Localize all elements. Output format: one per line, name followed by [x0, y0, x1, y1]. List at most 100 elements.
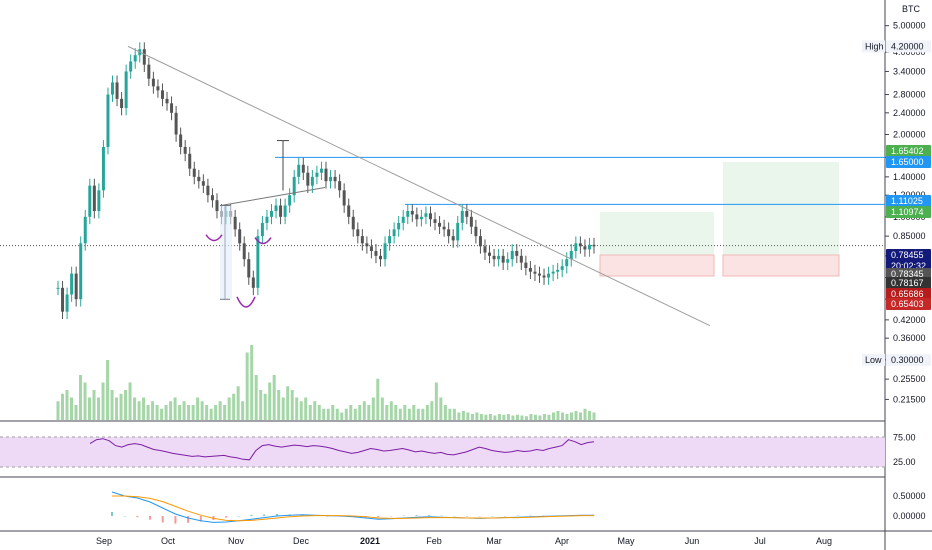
- volume-bar: [457, 412, 461, 420]
- position-2-stop-zone[interactable]: [722, 254, 840, 277]
- price-marker: 0.78455: [886, 249, 931, 261]
- candle-body: [301, 164, 305, 173]
- candle-body: [192, 168, 196, 177]
- price-tick-label: 5.00000: [893, 21, 926, 31]
- volume-bar: [277, 390, 281, 420]
- head-shoulder-arc-left: [205, 234, 223, 242]
- macd-histogram-bar: [250, 514, 253, 516]
- time-axis-label: Feb: [426, 536, 442, 546]
- volume-bar: [565, 414, 569, 420]
- volume-bar: [448, 408, 452, 420]
- volume-bar: [187, 405, 191, 420]
- volume-bar: [488, 414, 492, 420]
- volume-bar: [146, 405, 150, 420]
- time-axis-label: 2021: [360, 536, 380, 546]
- volume-bars: [56, 345, 596, 420]
- horizontal-levels[interactable]: [0, 156, 885, 247]
- volume-bar: [182, 401, 186, 420]
- volume-bar: [250, 345, 254, 420]
- measure-box: [220, 205, 232, 300]
- candle-body: [106, 94, 110, 148]
- position-2-target-zone[interactable]: [723, 162, 839, 255]
- volume-bar: [331, 405, 335, 420]
- candle-body: [492, 255, 496, 260]
- candle-body: [374, 250, 378, 256]
- volume-bar: [538, 415, 542, 420]
- candle-body: [415, 214, 419, 220]
- price-marker-bg: [886, 288, 931, 300]
- candle-body: [419, 216, 423, 220]
- price-tick-label: 2.80000: [893, 90, 926, 100]
- volume-bar: [142, 397, 146, 420]
- candle-body: [338, 181, 342, 191]
- candle-body: [324, 168, 328, 182]
- candle-body: [551, 271, 555, 274]
- candle-body: [65, 294, 69, 312]
- macd-histogram-bar: [187, 516, 190, 523]
- macd-histogram-bar: [453, 516, 456, 517]
- volume-bar: [115, 397, 119, 420]
- macd-lines: 0.50000 0.00000: [111, 491, 926, 524]
- candle-body: [306, 172, 310, 186]
- candle-body: [469, 216, 473, 227]
- high-value-tag-text: 4.20000: [891, 41, 924, 51]
- candle-body: [101, 147, 105, 191]
- candle-body: [379, 255, 383, 260]
- candle-body: [478, 236, 482, 247]
- candle-body: [528, 267, 532, 272]
- candle-body: [265, 216, 269, 223]
- volume-bar: [371, 397, 375, 420]
- candle-body: [297, 164, 301, 177]
- price-marker: 1.65402: [886, 145, 931, 157]
- price-marker-bg: [886, 195, 931, 207]
- candle-body: [342, 190, 346, 206]
- volume-bar: [394, 405, 398, 420]
- macd-histogram-bar: [377, 516, 380, 518]
- candle-body: [201, 181, 205, 186]
- volume-bar: [281, 397, 285, 420]
- candle-body: [97, 190, 101, 212]
- price-marker-text: 0.78167: [891, 278, 924, 288]
- candle-body: [406, 211, 410, 217]
- macd-signal-series: [112, 495, 594, 522]
- candle-body: [524, 262, 528, 268]
- candle-body: [333, 176, 337, 182]
- volume-bar: [560, 412, 564, 420]
- candle-body: [519, 255, 523, 263]
- candle-body: [365, 243, 369, 247]
- volume-bar: [524, 416, 528, 420]
- drawings[interactable]: [127, 45, 711, 327]
- volume-bar: [493, 415, 497, 420]
- candle-body: [578, 243, 582, 247]
- volume-bar: [326, 408, 330, 420]
- volume-bar: [389, 401, 393, 420]
- descending-trendline: [127, 45, 711, 327]
- volume-bar: [592, 412, 596, 420]
- price-marker-text: 0.78455: [891, 250, 924, 260]
- volume-bar: [430, 401, 434, 420]
- price-marker-text: 1.65402: [891, 146, 924, 156]
- candle-body: [197, 176, 201, 182]
- volume-bar: [88, 397, 92, 420]
- candle-body: [356, 229, 360, 237]
- candle-body: [560, 266, 564, 270]
- candle-body: [156, 86, 160, 91]
- candle-body: [542, 275, 546, 278]
- volume-bar: [470, 414, 474, 420]
- candle-body: [397, 222, 401, 230]
- time-axis[interactable]: Sep Oct Nov Dec 2021 Feb Mar Apr May Jun Jul Aug: [96, 536, 832, 546]
- volume-bar: [407, 408, 411, 420]
- candle-body: [247, 259, 251, 278]
- position-1-stop-zone[interactable]: [599, 254, 715, 277]
- volume-bar: [173, 397, 177, 420]
- time-axis-label: May: [617, 536, 635, 546]
- candle-body: [279, 205, 283, 217]
- position-1-target-zone[interactable]: [600, 212, 714, 255]
- price-tick-label: 3.40000: [893, 66, 926, 76]
- price-marker-bg: [886, 298, 931, 310]
- macd-histogram-bar: [199, 516, 202, 522]
- volume-bar: [340, 412, 344, 420]
- volume-bar: [542, 414, 546, 420]
